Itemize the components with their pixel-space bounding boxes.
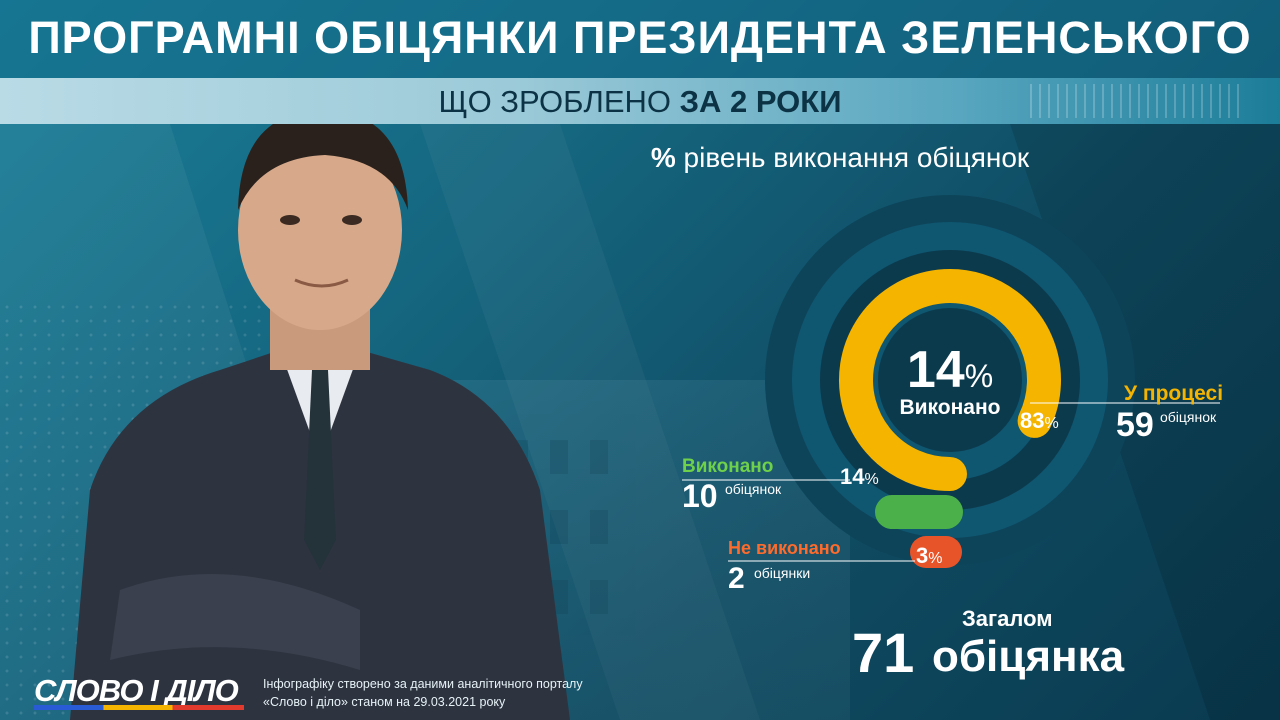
subtitle-bar xyxy=(0,78,1280,124)
center-unit: % xyxy=(964,358,994,394)
subtitle-prefix: ЩО ЗРОБЛЕНО xyxy=(438,84,680,119)
ring-center xyxy=(878,308,1022,452)
page-title: ПРОГРАМНІ ОБІЦЯНКИ ПРЕЗИДЕНТА ЗЕЛЕНСЬКОГ… xyxy=(28,12,1252,63)
in-progress-label: У процесі xyxy=(1124,382,1224,405)
total-value: 71 xyxy=(852,621,915,684)
not-done-percent: 3% xyxy=(916,543,942,569)
not-done-percent-value: 3 xyxy=(916,543,929,568)
decorative-ticks xyxy=(1030,84,1240,118)
not-done-label: Не виконано xyxy=(728,538,841,558)
chart-title-text: рівень виконання обіцянок xyxy=(675,142,1030,173)
done-percent-value: 14 xyxy=(840,464,865,489)
center-value: 14 xyxy=(906,341,965,399)
center-percent: 14% xyxy=(880,340,1020,400)
center-label: Виконано xyxy=(899,396,1001,419)
done-count: 10 xyxy=(682,478,718,514)
done-percent-unit: % xyxy=(864,471,879,488)
done-count-unit: обіцянок xyxy=(725,481,782,497)
page-subtitle: ЩО ЗРОБЛЕНО ЗА 2 РОКИ xyxy=(0,84,1280,120)
logo: СЛОВО І ДІЛО xyxy=(34,673,239,708)
bar-done xyxy=(875,495,963,529)
bar-in-progress xyxy=(839,269,1061,491)
total-unit: обіцянка xyxy=(932,632,1125,681)
total-label: Загалом xyxy=(962,606,1053,631)
not-done-count: 2 xyxy=(728,562,745,595)
done-percent: 14% xyxy=(840,464,879,490)
title-bar xyxy=(0,0,1280,78)
bar-not-done xyxy=(910,536,962,568)
not-done-count-unit: обіцянки xyxy=(754,565,811,581)
subtitle-bold: ЗА 2 РОКИ xyxy=(679,84,842,119)
done-label: Виконано xyxy=(682,456,774,477)
chart-title: % рівень виконання обіцянок xyxy=(560,142,1120,174)
in-progress-percent-value: 83 xyxy=(1020,408,1045,433)
credit-line-2: «Слово і діло» станом на 29.03.2021 року xyxy=(263,695,506,709)
in-progress-count: 59 xyxy=(1116,406,1154,444)
in-progress-count-unit: обіцянок xyxy=(1160,409,1217,425)
not-done-percent-unit: % xyxy=(928,550,943,567)
in-progress-percent-unit: % xyxy=(1044,415,1059,432)
credit-line-1: Інфографіку створено за даними аналітичн… xyxy=(263,677,583,691)
logo-underline xyxy=(34,705,244,710)
president-portrait xyxy=(70,110,570,720)
chart-title-symbol: % xyxy=(650,142,676,173)
in-progress-percent: 83% xyxy=(1020,408,1059,434)
source-credit: Інфографіку створено за даними аналітичн… xyxy=(263,675,583,711)
